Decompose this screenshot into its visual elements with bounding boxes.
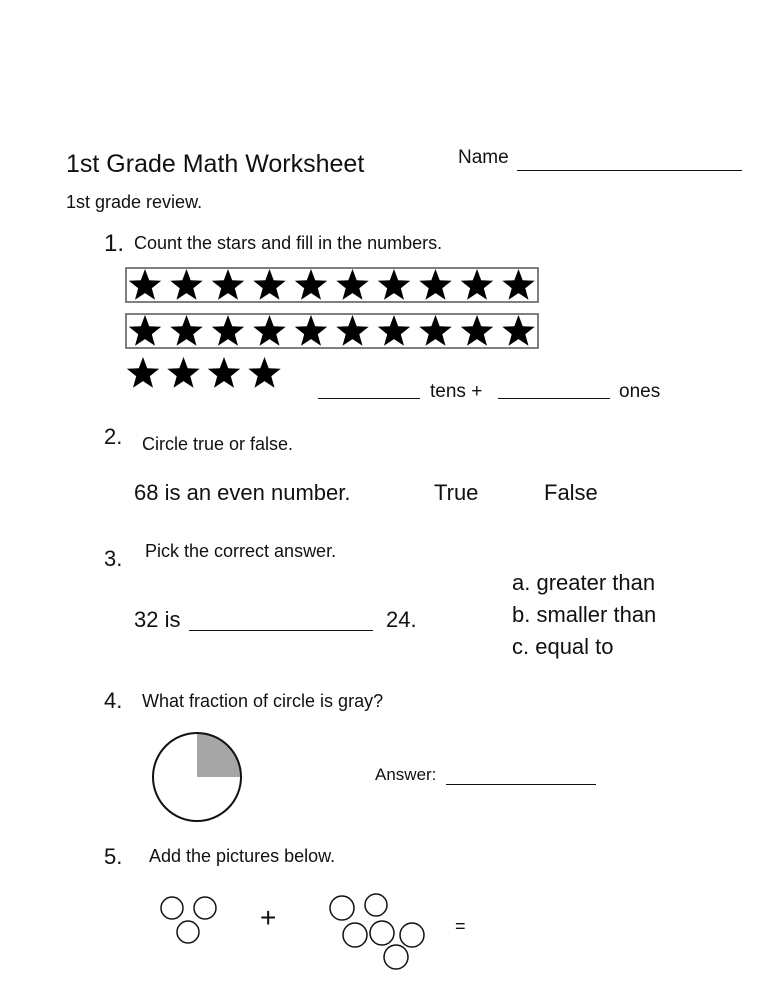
star-icon: [294, 269, 328, 300]
question-5-number: 5.: [104, 844, 123, 869]
star-icon: [211, 315, 245, 346]
option-true[interactable]: True: [434, 480, 479, 505]
ones-answer-blank[interactable]: [498, 384, 610, 399]
circle-picture: [383, 944, 409, 970]
question-1-number: 1.: [104, 230, 125, 257]
statement: 68 is an even number.: [134, 480, 351, 505]
choice-b[interactable]: b. smaller than: [512, 602, 657, 627]
question-1-text: Count the stars and fill in the numbers.: [134, 233, 443, 253]
comparison-left: 32 is: [134, 607, 181, 632]
star-icon: [502, 315, 535, 346]
comparison-blank[interactable]: [189, 612, 373, 631]
question-3-text: Pick the correct answer.: [145, 541, 337, 561]
ten-frame-1: [125, 267, 539, 303]
circle-picture: [399, 922, 425, 948]
tens-answer-blank[interactable]: [318, 384, 420, 399]
star-icon: [170, 315, 203, 346]
star-icon: [294, 315, 328, 346]
tens-label: tens +: [430, 381, 483, 402]
star-icon: [167, 357, 200, 388]
worksheet-title: 1st Grade Math Worksheet: [66, 150, 365, 178]
star-icon: [336, 315, 369, 346]
circle-picture: [364, 893, 388, 917]
gray-quarter: [197, 733, 241, 777]
star-icon: [419, 315, 452, 346]
star-icon: [253, 269, 286, 300]
star-icon: [207, 357, 241, 388]
question-2-number: 2.: [104, 424, 123, 449]
ones-label: ones: [619, 381, 661, 402]
star-icon: [126, 357, 160, 388]
star-icon: [460, 269, 494, 300]
star-icon: [460, 315, 494, 346]
ten-frame-2: [125, 313, 539, 349]
option-false[interactable]: False: [544, 480, 598, 505]
star-icon: [336, 269, 369, 300]
star-icon: [502, 269, 535, 300]
choice-c[interactable]: c. equal to: [512, 634, 614, 659]
circle-picture: [193, 896, 217, 920]
worksheet-subtitle: 1st grade review.: [66, 192, 203, 212]
comparison-right: 24.: [386, 607, 417, 632]
question-3-number: 3.: [104, 546, 123, 571]
star-icon: [253, 315, 286, 346]
equals-sign: =: [455, 916, 466, 936]
star-icon: [419, 269, 452, 300]
circle-picture: [160, 896, 184, 920]
circle-outline: [152, 732, 242, 822]
answer-label: Answer:: [375, 765, 437, 784]
plus-sign: +: [260, 902, 277, 933]
star-icon: [377, 269, 411, 300]
star-icon: [170, 269, 203, 300]
circle-picture: [342, 922, 368, 948]
question-2-text: Circle true or false.: [142, 434, 294, 454]
question-5-text: Add the pictures below.: [149, 846, 336, 866]
circle-picture: [329, 895, 355, 921]
name-label: Name: [458, 147, 509, 168]
circle-picture: [369, 920, 395, 946]
choice-a[interactable]: a. greater than: [512, 570, 656, 595]
circle-picture: [176, 920, 200, 944]
name-field[interactable]: [517, 150, 742, 171]
star-icon: [128, 269, 162, 300]
star-icon: [128, 315, 162, 346]
fraction-answer-blank[interactable]: [446, 768, 596, 785]
star-icon: [377, 315, 411, 346]
question-4-text: What fraction of circle is gray?: [142, 691, 384, 711]
star-icon: [248, 357, 281, 388]
question-4-number: 4.: [104, 688, 123, 713]
star-icon: [211, 269, 245, 300]
